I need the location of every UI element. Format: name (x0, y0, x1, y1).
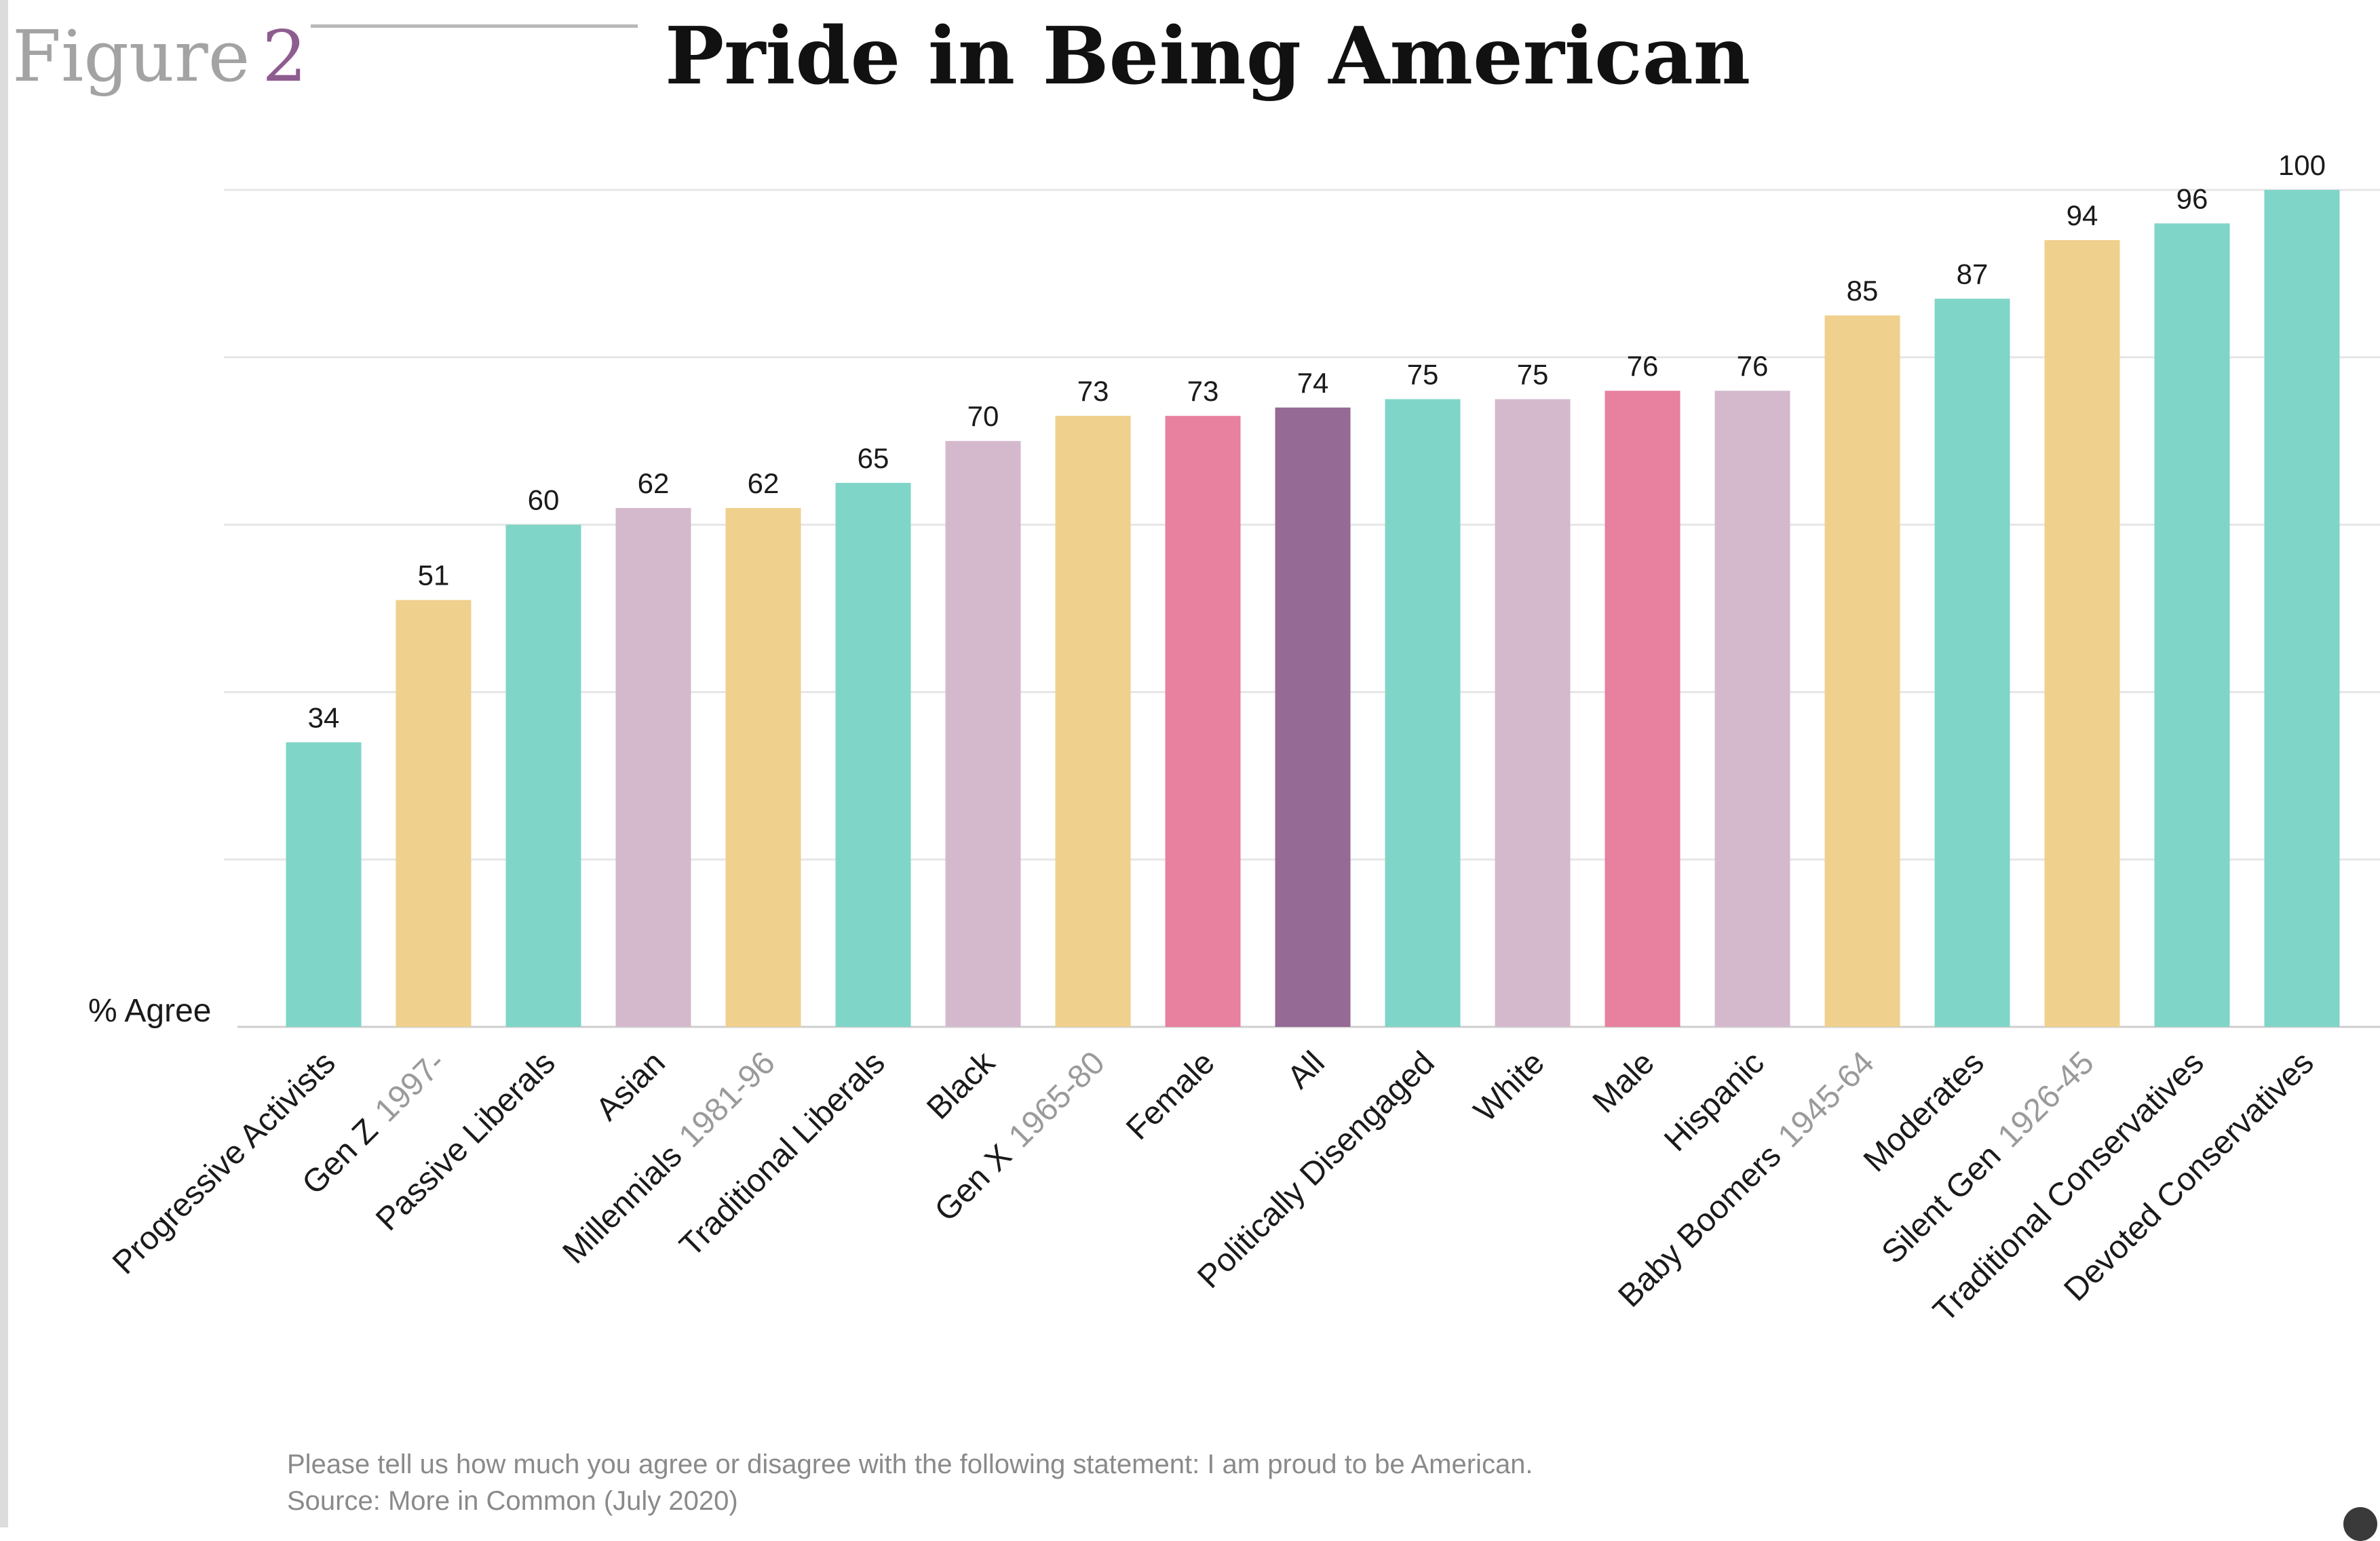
value-label: 51 (418, 560, 450, 591)
category-name: Hispanic (1657, 1045, 1771, 1158)
value-label: 73 (1187, 375, 1219, 407)
bar (1934, 298, 2010, 1027)
value-label: 34 (308, 701, 340, 733)
value-label: 85 (1847, 275, 1879, 307)
category-year-range: 1997- (368, 1045, 452, 1129)
category-name: Gen Z (295, 1112, 385, 1202)
value-label: 74 (1297, 367, 1329, 399)
category-name: Progressive Activists (106, 1045, 343, 1281)
bar (2154, 223, 2230, 1027)
category-year-range: 1945-64 (1771, 1045, 1881, 1154)
value-label: 62 (638, 467, 670, 499)
figure-label: Figure 2 (12, 5, 307, 107)
figure-number: 2 (262, 15, 307, 98)
category-year-range: 1965-80 (1002, 1045, 1112, 1154)
category-label: Millennials1981-96 (556, 1045, 782, 1270)
category-label: Female (1119, 1045, 1222, 1147)
value-label: 62 (748, 467, 780, 499)
corner-badge-icon (2343, 1507, 2377, 1541)
value-label: 94 (2067, 199, 2098, 231)
bar (396, 600, 472, 1027)
value-label: 100 (2278, 149, 2326, 181)
value-label: 65 (858, 442, 889, 474)
value-label: 76 (1737, 350, 1769, 382)
bar (286, 742, 362, 1027)
bar (1055, 416, 1131, 1027)
category-name: Millennials (556, 1138, 689, 1271)
category-label: Hispanic (1657, 1045, 1771, 1158)
value-label: 73 (1077, 375, 1109, 407)
left-border-strip (0, 0, 8, 1527)
category-label: Progressive Activists (106, 1045, 343, 1281)
category-name: White (1467, 1045, 1552, 1129)
value-label: 70 (967, 400, 999, 432)
value-label: 75 (1517, 359, 1549, 391)
category-year-range: 1926-45 (1991, 1045, 2101, 1154)
value-label: 75 (1407, 359, 1439, 391)
bar (835, 482, 911, 1027)
value-label: 87 (1957, 258, 1989, 290)
figure-word: Figure (12, 15, 250, 98)
category-name: Black (920, 1045, 1002, 1127)
category-name: Traditional Liberals (673, 1045, 892, 1264)
bar (1495, 399, 1571, 1027)
footnote-question: Please tell us how much you agree or dis… (287, 1449, 1533, 1479)
category-label: All (1281, 1045, 1332, 1095)
bar (1605, 391, 1681, 1027)
category-name: Asian (589, 1045, 672, 1127)
bar (945, 441, 1021, 1027)
bars (286, 190, 2340, 1028)
category-year-range: 1981-96 (672, 1045, 782, 1154)
category-label: White (1467, 1045, 1552, 1129)
bar (725, 507, 801, 1027)
value-labels: 34 51 60 62 62 65 70 73 73 74 75 75 76 76 85 87 94 96 100 (308, 149, 2326, 733)
category-name: Female (1119, 1045, 1222, 1147)
category-label: Asian (589, 1045, 672, 1127)
title-rule (311, 24, 638, 28)
bar (2264, 190, 2340, 1027)
category-label: Traditional Liberals (673, 1045, 892, 1264)
footnote-source: Source: More in Common (July 2020) (287, 1486, 738, 1516)
value-label: 76 (1627, 350, 1659, 382)
chart-title: Pride in Being American (665, 10, 1751, 102)
bar (1275, 407, 1351, 1027)
bar (1385, 399, 1461, 1027)
bar (505, 524, 581, 1027)
bar (615, 507, 691, 1027)
bar (1824, 315, 1900, 1028)
value-label: 96 (2176, 182, 2208, 214)
bar (1714, 391, 1790, 1027)
bar (2044, 240, 2120, 1027)
category-name: All (1281, 1045, 1332, 1095)
category-label: Black (920, 1045, 1002, 1127)
category-label: Male (1586, 1045, 1662, 1120)
category-name: Gen X (928, 1138, 1019, 1229)
category-name: Baby Boomers (1611, 1138, 1788, 1314)
y-axis-label: % Agree (88, 993, 211, 1029)
category-name: Male (1586, 1045, 1662, 1120)
bar (1165, 416, 1241, 1027)
category-label: Silent Gen1926-45 (1875, 1045, 2101, 1270)
value-label: 60 (528, 484, 560, 516)
